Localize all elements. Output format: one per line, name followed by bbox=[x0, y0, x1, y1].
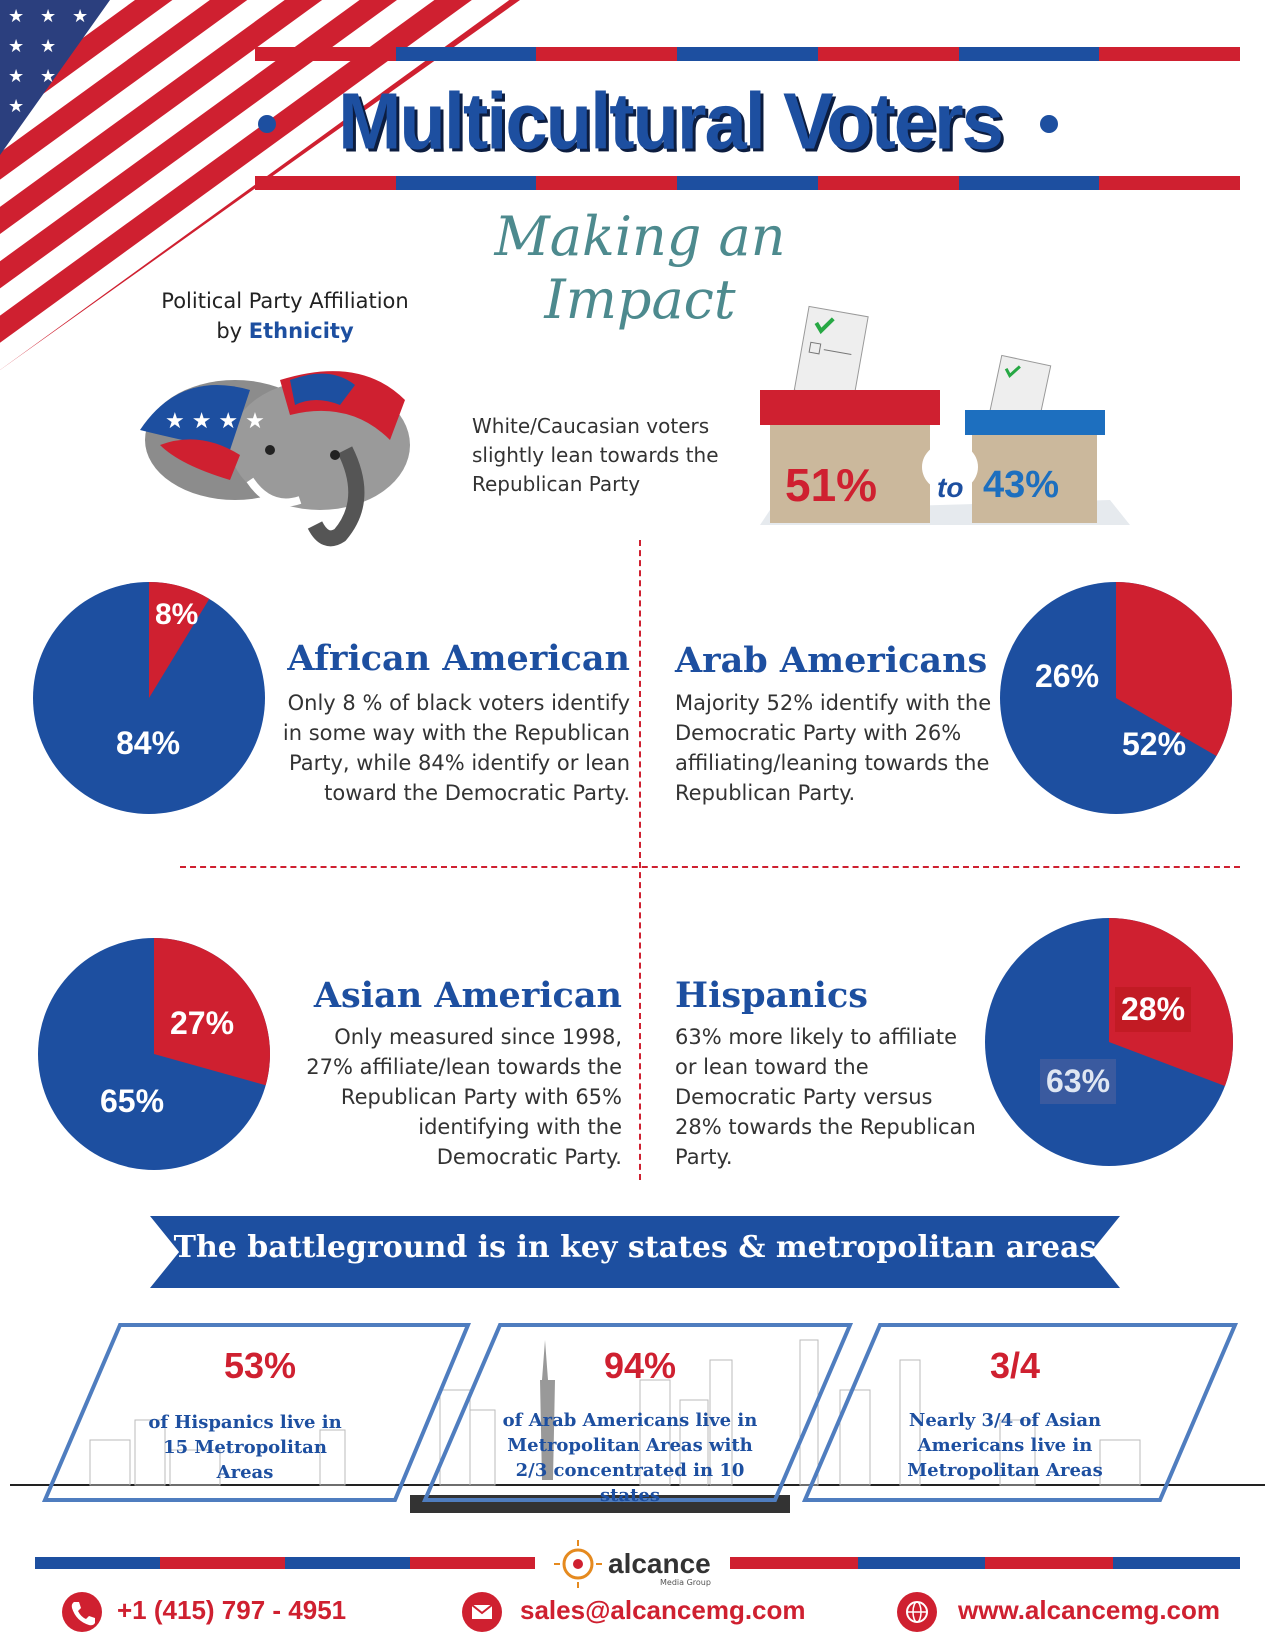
svg-text:★: ★ bbox=[8, 96, 24, 117]
asian-rep-label: 27% bbox=[170, 1005, 235, 1041]
title-dot-left bbox=[258, 115, 276, 133]
democrat-white-pct: 43% bbox=[983, 464, 1060, 506]
donkey-elephant-illustration: ★ ★ ★ ★ bbox=[140, 371, 410, 547]
hispanics-body: 63% more likely to affiliate or lean tow… bbox=[675, 1025, 976, 1169]
arab-americans-body: Majority 52% identify with the Democrati… bbox=[675, 691, 992, 805]
battleground-banner-text: The battleground is in key states & metr… bbox=[173, 1230, 1097, 1265]
brand-name: alcance bbox=[608, 1548, 711, 1579]
white-voters-text: White/Caucasian voters slightly lean tow… bbox=[472, 414, 719, 496]
asian-american-body: Only measured since 1998, 27% affiliate/… bbox=[306, 1025, 622, 1169]
header-stripe-bottom bbox=[255, 176, 1241, 190]
to-label: to bbox=[937, 472, 964, 503]
asian-dem-label: 65% bbox=[100, 1083, 165, 1119]
svg-text:★: ★ bbox=[40, 36, 56, 57]
alcance-logo-icon bbox=[554, 1540, 602, 1588]
party-affiliation-prefix: by bbox=[216, 319, 249, 343]
stat-number-1: 53% bbox=[223, 1345, 297, 1386]
stat-number-2: 94% bbox=[603, 1345, 677, 1386]
republican-white-pct: 51% bbox=[785, 459, 878, 511]
party-affiliation-line2: by Ethnicity bbox=[140, 316, 430, 346]
globe-icon bbox=[897, 1592, 937, 1632]
party-affiliation-heading: Political Party Affiliation by Ethnicity bbox=[140, 286, 430, 346]
email-icon bbox=[462, 1592, 502, 1632]
pie-asian-american bbox=[38, 938, 270, 1170]
african-dem-label: 84% bbox=[116, 725, 181, 761]
footer-stripe-right bbox=[730, 1557, 1240, 1569]
title-dot-right bbox=[1040, 115, 1058, 133]
battleground-banner bbox=[150, 1216, 1120, 1288]
page-title: Multicultural Voters bbox=[338, 76, 1004, 167]
footer-stripe-left bbox=[35, 1557, 535, 1569]
stat-text-1: of Hispanics live in 15 Metropolitan Are… bbox=[148, 1412, 342, 1483]
brand-subtitle: Media Group bbox=[660, 1578, 711, 1587]
vertical-divider bbox=[639, 540, 641, 1180]
header-stripe-top bbox=[255, 47, 1241, 61]
city-skyline-graphic bbox=[10, 1323, 1265, 1513]
party-affiliation-line1: Political Party Affiliation bbox=[161, 289, 409, 313]
pie-african-american bbox=[33, 582, 265, 814]
african-american-title: African American bbox=[287, 638, 630, 679]
svg-text:★: ★ bbox=[8, 6, 24, 27]
svg-text:★ ★ ★ ★: ★ ★ ★ ★ bbox=[165, 409, 265, 434]
stat-text-3: Nearly 3/4 of Asian Americans live in Me… bbox=[907, 1410, 1103, 1481]
pie-hispanics bbox=[985, 918, 1233, 1166]
asian-american-title: Asian American bbox=[313, 975, 622, 1016]
african-rep-label: 8% bbox=[155, 598, 199, 631]
horizontal-divider bbox=[180, 866, 1240, 868]
american-flag-graphic: ★ ★ ★ ★ ★ ★ ★ ★ bbox=[0, 0, 520, 370]
ballot-boxes-graphic bbox=[760, 305, 1130, 525]
svg-text:★: ★ bbox=[72, 6, 88, 27]
phone-icon bbox=[62, 1592, 102, 1632]
hispanic-rep-label: 28% bbox=[1115, 987, 1192, 1032]
arab-americans-title: Arab Americans bbox=[675, 640, 988, 681]
stat-text-2: of Arab Americans live in Metropolitan A… bbox=[502, 1410, 758, 1506]
african-american-body: Only 8 % of black voters identify in som… bbox=[282, 691, 630, 805]
hispanic-dem-label: 63% bbox=[1040, 1059, 1117, 1104]
phone-number[interactable]: +1 (415) 797 - 4951 bbox=[117, 1595, 347, 1625]
email-address[interactable]: sales@alcancemg.com bbox=[520, 1595, 806, 1625]
svg-text:★: ★ bbox=[8, 36, 24, 57]
website-url[interactable]: www.alcancemg.com bbox=[958, 1595, 1221, 1625]
pie-slice-republican bbox=[149, 582, 210, 698]
pie-arab-americans bbox=[1000, 582, 1232, 814]
pie-slice-republican bbox=[154, 938, 270, 1086]
page-subtitle: Making an Impact bbox=[494, 205, 786, 331]
svg-text:★: ★ bbox=[8, 66, 24, 87]
party-affiliation-emphasis: Ethnicity bbox=[248, 319, 354, 343]
svg-text:★: ★ bbox=[40, 66, 56, 87]
pie-slice-republican bbox=[1116, 582, 1232, 756]
arab-dem-label: 52% bbox=[1122, 726, 1187, 762]
svg-text:★: ★ bbox=[40, 6, 56, 27]
arab-rep-label: 26% bbox=[1035, 658, 1100, 694]
stat-number-3: 3/4 bbox=[989, 1345, 1041, 1386]
hispanics-title: Hispanics bbox=[675, 975, 868, 1016]
